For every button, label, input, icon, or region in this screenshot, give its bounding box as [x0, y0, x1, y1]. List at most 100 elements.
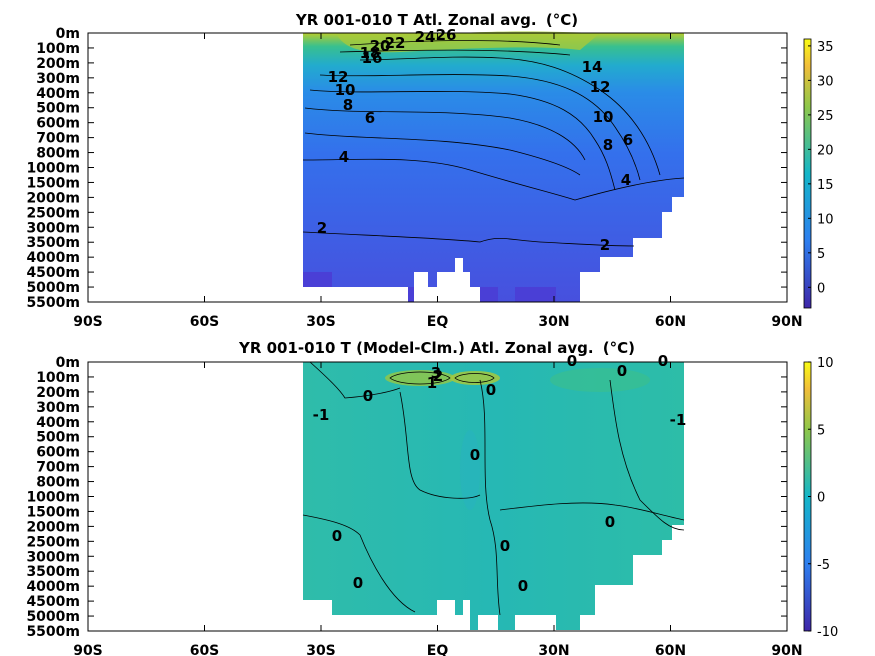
- y-tick-label: 100m: [36, 41, 80, 57]
- y-tick-label: 200m: [36, 56, 80, 72]
- contour-label: 4: [339, 148, 349, 166]
- y-tick-label: 500m: [36, 101, 80, 117]
- y-tick-label: 4500m: [26, 594, 80, 610]
- colorbar-tick-label: 25: [817, 109, 834, 124]
- y-tick-label: 0m: [56, 355, 80, 371]
- y-tick-label: 1000m: [26, 490, 80, 506]
- x-axis: 90S 60S 30S EQ 30N 60N 90N: [73, 362, 803, 656]
- y-tick-label: 3500m: [26, 564, 80, 580]
- y-tick-label: 4500m: [26, 265, 80, 281]
- x-tick-label: 30N: [538, 643, 569, 656]
- contour-label: 3: [431, 364, 441, 382]
- colorbar-tick-label: 0: [817, 281, 825, 296]
- x-tick-label: 60N: [655, 643, 686, 656]
- x-tick-label: 90N: [771, 643, 802, 656]
- contour-label: 0: [332, 527, 342, 545]
- y-tick-label: 5500m: [26, 624, 80, 640]
- temperature-field: [303, 31, 684, 302]
- y-tick-label: 100m: [36, 370, 80, 386]
- colorbar-tick-label: -10: [817, 625, 838, 640]
- y-tick-label: 3000m: [26, 549, 80, 565]
- colorbar-ticks: 10 5 0 -5 -10: [808, 356, 838, 640]
- contour-label: 6: [365, 109, 375, 127]
- contour-label: 1: [427, 374, 437, 392]
- contour-label: 10: [593, 108, 614, 126]
- y-tick-label: 2000m: [26, 519, 80, 535]
- x-tick-label: 60S: [190, 314, 220, 330]
- contour-label: 0: [363, 387, 373, 405]
- y-axis: 0m100m200m300m400m500m600m700m800m1000m1…: [26, 355, 787, 640]
- colorbar-tick-label: 30: [817, 74, 834, 89]
- contour-label: 0: [617, 362, 627, 380]
- contour-label: 6: [623, 131, 633, 149]
- contour-label: 12: [590, 78, 611, 96]
- colorbar: [803, 38, 812, 309]
- x-tick-label: EQ: [427, 643, 449, 656]
- colorbar-tick-label: 5: [817, 247, 825, 262]
- contour-label: 0: [353, 574, 363, 592]
- x-tick-label: 30N: [538, 314, 569, 330]
- contour-label: 22: [385, 34, 406, 52]
- y-tick-label: 600m: [36, 445, 80, 461]
- y-tick-label: 3500m: [26, 235, 80, 251]
- contour-label: 0: [658, 352, 668, 370]
- y-tick-label: 0m: [56, 26, 80, 42]
- y-tick-label: 2500m: [26, 205, 80, 221]
- y-tick-label: 400m: [36, 86, 80, 102]
- y-tick-label: 700m: [36, 460, 80, 476]
- x-tick-label: 60S: [190, 643, 220, 656]
- colorbar-tick-label: 35: [817, 40, 834, 55]
- contour-label: 2: [600, 236, 610, 254]
- colorbar-tick-label: 0: [817, 491, 825, 506]
- x-tick-label: 60N: [655, 314, 686, 330]
- contour-label: -1: [313, 406, 330, 424]
- y-tick-label: 400m: [36, 415, 80, 431]
- y-tick-label: 2500m: [26, 534, 80, 550]
- y-tick-label: 200m: [36, 385, 80, 401]
- colorbar-tick-label: 15: [817, 178, 834, 193]
- y-tick-label: 700m: [36, 131, 80, 147]
- y-tick-label: 5000m: [26, 609, 80, 625]
- contour-label: 0: [605, 513, 615, 531]
- difference-panel: YR 001-010 T (Model-Clm.) Atl. Zonal avg…: [26, 339, 838, 656]
- contour-label: 0: [567, 352, 577, 370]
- colorbar-tick-label: 10: [817, 356, 834, 371]
- y-tick-label: 500m: [36, 430, 80, 446]
- contour-label: 10: [335, 81, 356, 99]
- y-tick-label: 600m: [36, 116, 80, 132]
- colorbar-ticks: 0 5 10 15 20 25 30 35: [808, 40, 834, 296]
- colorbar-tick-label: 5: [817, 423, 825, 438]
- contour-label: 2: [433, 367, 443, 385]
- difference-field: [303, 362, 684, 630]
- y-tick-label: 300m: [36, 400, 80, 416]
- contour-label: 26: [436, 26, 457, 44]
- contour-label: 8: [603, 136, 613, 154]
- contour-label: 16: [362, 49, 383, 67]
- contour-label: 20: [370, 37, 391, 55]
- contour-label: 18: [360, 44, 381, 62]
- x-tick-label: 30S: [306, 643, 336, 656]
- x-tick-label: 90S: [73, 314, 103, 330]
- difference-contours: [302, 361, 685, 616]
- contour-label: 14: [582, 58, 603, 76]
- contour-labels: 0 0 0 0 0 0 0 0 0 0 0 -1 -1 132: [313, 352, 687, 595]
- x-axis: 90S 60S 30S EQ 30N 60N 90N: [73, 33, 803, 330]
- contour-label: 2: [317, 219, 327, 237]
- y-tick-label: 4000m: [26, 250, 80, 266]
- contour-label: 8: [343, 96, 353, 114]
- contour-label: 0: [518, 577, 528, 595]
- y-tick-label: 1500m: [26, 175, 80, 191]
- colorbar-tick-label: -5: [817, 558, 830, 573]
- y-tick-label: 800m: [36, 146, 80, 162]
- x-tick-label: 30S: [306, 314, 336, 330]
- y-tick-label: 3000m: [26, 220, 80, 236]
- y-axis: 0m100m200m300m400m500m600m700m800m1000m1…: [26, 26, 787, 311]
- y-tick-label: 4000m: [26, 579, 80, 595]
- contour-label: -1: [670, 411, 687, 429]
- y-tick-label: 5500m: [26, 295, 80, 311]
- x-tick-label: 90N: [771, 314, 802, 330]
- y-tick-label: 300m: [36, 71, 80, 87]
- temperature-contours: [302, 40, 685, 247]
